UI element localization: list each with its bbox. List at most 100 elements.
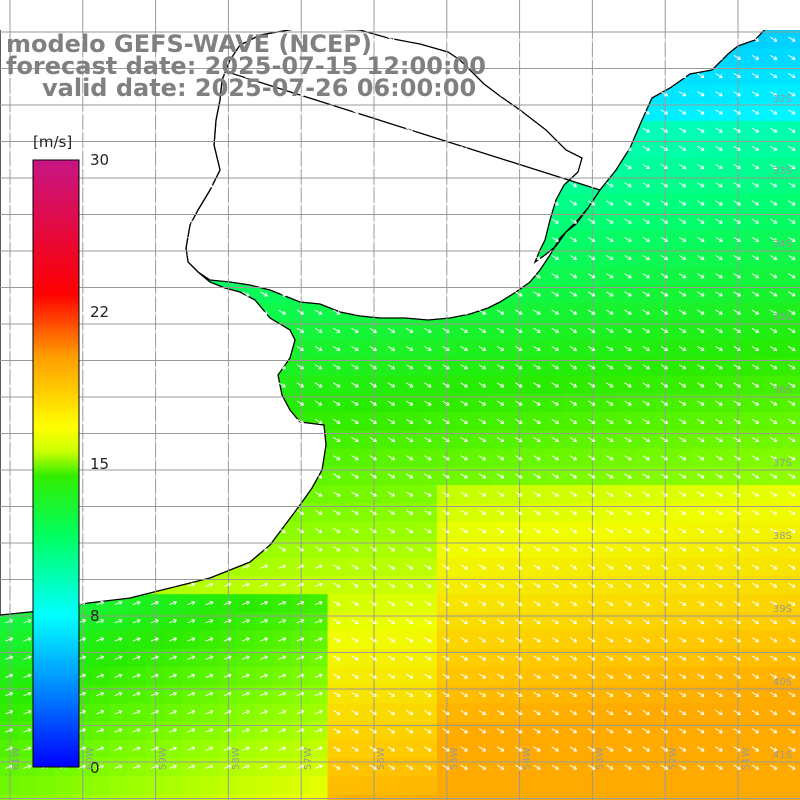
- wind-arrow: [424, 182, 432, 188]
- wind-arrow: [496, 728, 505, 734]
- wind-arrow: [587, 127, 596, 133]
- wind-arrow: [387, 600, 396, 606]
- speed-cell: [491, 794, 511, 800]
- wind-arrow: [551, 36, 559, 42]
- wind-arrow: [23, 91, 32, 97]
- wind-arrow: [405, 200, 414, 206]
- wind-arrow: [78, 364, 86, 370]
- wind-arrow: [314, 327, 323, 333]
- wind-arrow: [660, 509, 669, 515]
- wind-arrow: [96, 91, 104, 97]
- speed-cell: [782, 66, 800, 86]
- wind-arrow: [624, 236, 632, 242]
- wind-arrow: [169, 73, 177, 79]
- wind-arrow: [424, 273, 432, 279]
- wind-arrow: [96, 400, 104, 406]
- wind-arrow: [751, 437, 760, 443]
- wind-arrow: [23, 491, 32, 497]
- wind-arrow: [187, 600, 196, 606]
- wind-arrow: [642, 528, 650, 534]
- wind-arrow: [387, 255, 396, 261]
- wind-arrow: [242, 54, 250, 60]
- wind-arrow: [697, 109, 705, 115]
- wind-arrow: [478, 291, 487, 297]
- wind-arrow: [733, 145, 741, 151]
- wind-arrow: [424, 455, 432, 461]
- wind-arrow: [678, 418, 687, 424]
- wind-arrow: [515, 437, 523, 443]
- wind-arrow: [333, 73, 341, 79]
- wind-arrow: [260, 327, 268, 333]
- wind-arrow: [678, 346, 687, 352]
- wind-arrow: [660, 400, 669, 406]
- speed-cell: [782, 685, 800, 704]
- wind-arrow: [314, 364, 323, 370]
- wind-arrow: [187, 109, 195, 115]
- wind-arrow: [314, 673, 323, 678]
- wind-arrow: [496, 91, 505, 97]
- wind-arrow: [296, 673, 305, 678]
- wind-arrow: [296, 218, 305, 224]
- wind-arrow: [769, 273, 778, 279]
- wind-arrow: [515, 400, 523, 406]
- wind-arrow: [223, 200, 232, 206]
- colorbar-scale: [32, 159, 80, 768]
- wind-arrow: [351, 528, 359, 534]
- wind-arrow: [751, 346, 760, 352]
- wind-arrow: [697, 746, 705, 752]
- wind-arrow: [369, 200, 377, 206]
- wind-arrow: [751, 236, 760, 242]
- speed-cell: [72, 776, 92, 795]
- wind-arrow: [405, 255, 414, 261]
- speed-cell: [782, 430, 800, 450]
- wind-arrow: [769, 509, 778, 515]
- speed-cell: [637, 794, 656, 800]
- wind-arrow: [260, 346, 268, 352]
- wind-arrow: [678, 637, 687, 643]
- wind-arrow: [569, 473, 578, 479]
- wind-arrow: [788, 145, 796, 151]
- wind-arrow: [478, 491, 487, 497]
- wind-arrow: [114, 54, 123, 60]
- wind-arrow: [660, 491, 669, 497]
- wind-arrow: [387, 619, 396, 625]
- wind-arrow: [660, 382, 669, 388]
- wind-arrow: [205, 109, 214, 115]
- wind-arrow: [387, 546, 396, 552]
- wind-arrow: [533, 710, 541, 716]
- wind-arrow: [314, 91, 323, 97]
- wind-arrow: [387, 455, 396, 461]
- wind-arrow: [5, 473, 13, 479]
- wind-arrow: [278, 364, 286, 370]
- wind-arrow: [314, 582, 323, 587]
- wind-arrow: [715, 236, 723, 242]
- wind-arrow: [96, 619, 105, 624]
- wind-arrow: [351, 564, 359, 570]
- wind-arrow: [769, 145, 778, 151]
- wind-arrow: [642, 291, 650, 297]
- wind-arrow: [150, 691, 159, 697]
- wind-arrow: [259, 582, 269, 587]
- wind-arrow: [205, 182, 214, 188]
- wind-arrow: [242, 236, 250, 242]
- wind-arrow: [205, 236, 214, 242]
- wind-arrow: [697, 728, 705, 734]
- wind-arrow: [132, 528, 141, 534]
- wind-arrow: [551, 127, 559, 133]
- wind-arrow: [515, 109, 523, 115]
- wind-arrow: [660, 564, 669, 570]
- wind-arrow: [533, 491, 541, 497]
- wind-arrow: [751, 582, 760, 588]
- wind-arrow: [769, 346, 778, 352]
- wind-arrow: [606, 255, 614, 261]
- wind-arrow: [205, 36, 214, 42]
- wind-arrow: [587, 746, 596, 752]
- wind-arrow: [660, 710, 669, 716]
- wind-arrow: [387, 364, 396, 370]
- wind-arrow: [351, 236, 359, 242]
- wind-arrow: [351, 509, 359, 515]
- wind-arrow: [715, 710, 723, 716]
- wind-arrow: [751, 36, 760, 42]
- wind-arrow: [278, 582, 287, 587]
- wind-arrow: [442, 200, 450, 206]
